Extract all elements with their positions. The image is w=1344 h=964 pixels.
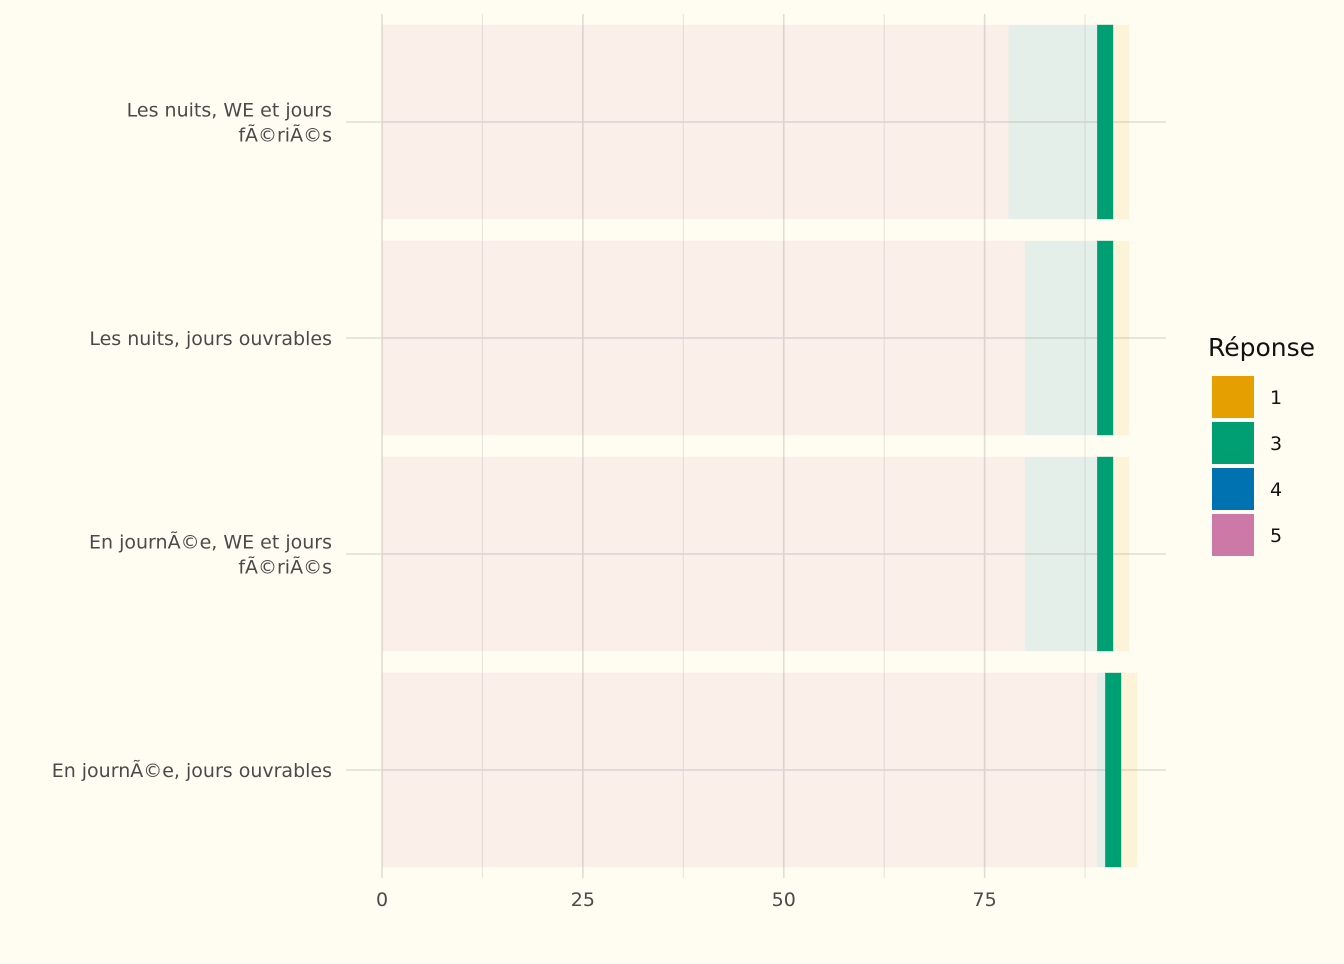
category-labels: Les nuits, WE et jours fÃ©riÃ©s Les nuits,… — [52, 100, 332, 783]
x-tick-labels: 0 25 50 75 — [376, 889, 997, 911]
bars — [382, 24, 1138, 868]
category-label: En journÃ©e, WE et jours fÃ©riÃ©s — [89, 531, 332, 579]
bar-4-0 — [1008, 24, 1098, 220]
bar-1-1 — [1113, 240, 1130, 436]
bar-3-2 — [1097, 456, 1114, 652]
legend-swatch-4 — [1212, 468, 1254, 510]
bar-4-3 — [1097, 672, 1106, 868]
bar-4-1 — [1024, 240, 1098, 436]
grid — [346, 14, 1166, 878]
bar-1-0 — [1113, 24, 1130, 220]
category-label: Les nuits, WE et jours fÃ©riÃ©s — [127, 100, 332, 147]
bar-3-0 — [1097, 24, 1114, 220]
bar-1-2 — [1113, 456, 1130, 652]
legend-label-1: 1 — [1270, 387, 1282, 409]
x-tick-label: 25 — [571, 889, 595, 911]
category-label: Les nuits, jours ouvrables — [89, 328, 332, 350]
legend-swatch-5 — [1212, 514, 1254, 556]
legend-label-5: 5 — [1270, 525, 1282, 547]
bar-5-3 — [382, 672, 1098, 868]
legend-label-4: 4 — [1270, 479, 1282, 501]
x-tick-label: 0 — [376, 889, 388, 911]
legend: Réponse 1 3 4 5 — [1208, 333, 1315, 556]
category-label: En journÃ©e, jours ouvrables — [52, 759, 332, 782]
bar-5-0 — [382, 24, 1009, 220]
legend-swatch-3 — [1212, 422, 1254, 464]
bar-4-2 — [1024, 456, 1098, 652]
bar-3-3 — [1105, 672, 1122, 868]
bar-1-3 — [1121, 672, 1138, 868]
legend-label-3: 3 — [1270, 433, 1282, 455]
bar-5-1 — [382, 240, 1025, 436]
x-tick-label: 50 — [772, 889, 796, 911]
bar-3-1 — [1097, 240, 1114, 436]
legend-swatch-1 — [1212, 376, 1254, 418]
x-tick-label: 75 — [973, 889, 997, 911]
legend-title: Réponse — [1208, 333, 1315, 362]
bar-5-2 — [382, 456, 1025, 652]
